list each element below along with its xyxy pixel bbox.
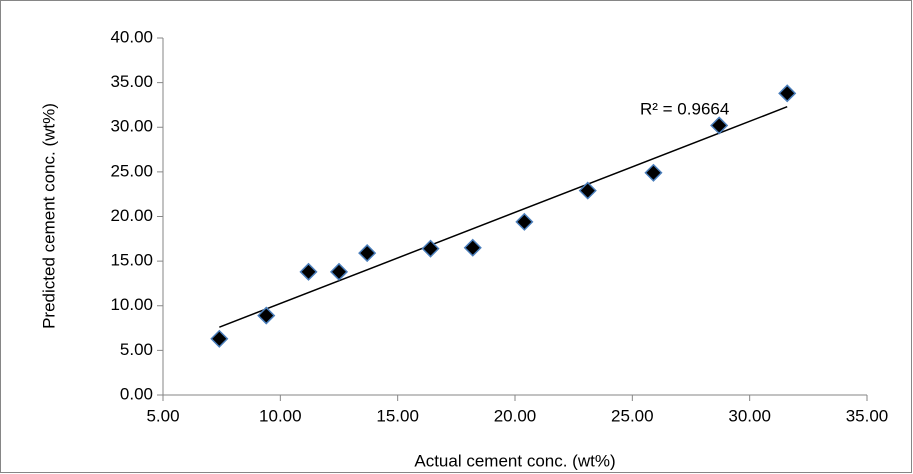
x-tick-label: 10.00 — [259, 406, 302, 425]
annotation: R² = 0.9664 — [640, 99, 729, 118]
point — [515, 212, 534, 231]
y-tick-label: 25.00 — [110, 161, 153, 180]
x-tick-label: 25.00 — [611, 406, 654, 425]
trendline — [219, 106, 788, 328]
y-axis-title: Predicted cement conc. (wt%) — [39, 103, 58, 329]
point — [644, 163, 663, 182]
point — [421, 239, 440, 258]
point — [299, 262, 318, 281]
point — [578, 181, 597, 200]
y-tick-label: 5.00 — [120, 340, 153, 359]
point — [778, 84, 797, 103]
y-tick-label: 10.00 — [110, 295, 153, 314]
point — [358, 244, 377, 263]
y-tick-label: 20.00 — [110, 206, 153, 225]
y-tick-label: 40.00 — [110, 27, 153, 46]
y-tick-label: 35.00 — [110, 72, 153, 91]
point — [463, 238, 482, 257]
x-tick-label: 5.00 — [146, 406, 179, 425]
point — [210, 329, 229, 348]
y-tick-label: 30.00 — [110, 117, 153, 136]
point — [710, 116, 729, 135]
point — [257, 306, 276, 325]
x-tick-label: 20.00 — [494, 406, 537, 425]
x-tick-label: 15.00 — [376, 406, 419, 425]
x-tick-label: 30.00 — [728, 406, 771, 425]
x-tick-label: 35.00 — [846, 406, 889, 425]
y-tick-label: 15.00 — [110, 251, 153, 270]
y-tick-label: 0.00 — [120, 384, 153, 403]
x-axis-title: Actual cement conc. (wt%) — [414, 451, 615, 470]
point — [329, 262, 349, 281]
